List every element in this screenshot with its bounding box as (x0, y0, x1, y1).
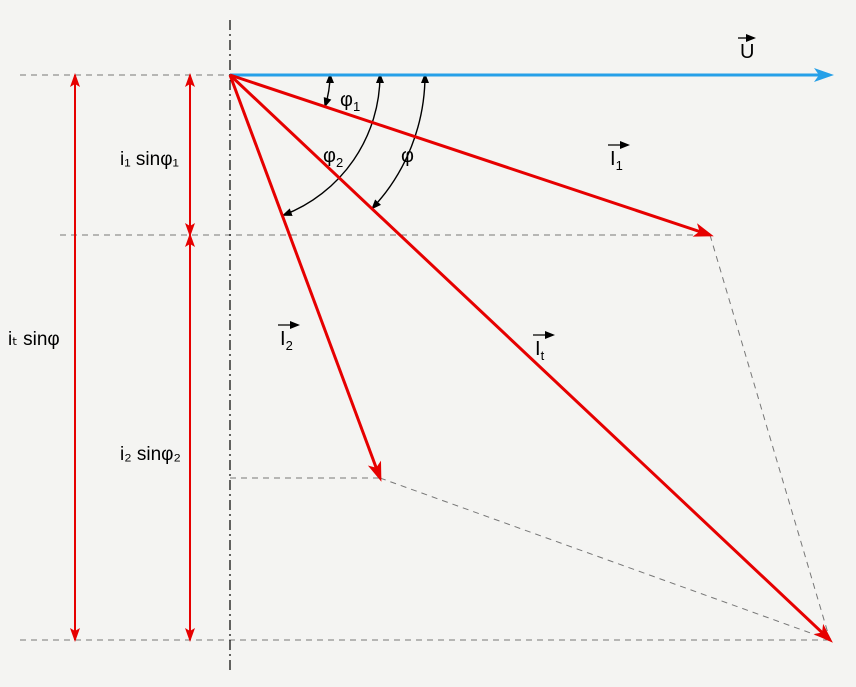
angle-arc-phi (373, 75, 425, 208)
phasor-diagram: U I1 I2 It φ1 φ2 φ i₁ sinφ₁ i₂ sinφ₂ iₜ sinφ (0, 0, 856, 687)
vector-I2 (230, 75, 380, 478)
svg-text:I1: I1 (610, 148, 623, 173)
para-2 (380, 478, 830, 640)
dim-label-d1: i₁ sinφ₁ (120, 149, 179, 170)
para-1 (710, 235, 830, 640)
label: It (533, 335, 553, 363)
svg-text:It: It (535, 338, 545, 363)
angle-label: φ (401, 145, 414, 167)
svg-text:I2: I2 (280, 328, 293, 353)
angle-label: φ1 (340, 89, 360, 114)
label: I1 (608, 145, 628, 173)
dim-label-dt: iₜ sinφ (8, 329, 60, 350)
vector-I1 (230, 75, 710, 235)
vector-It (230, 75, 830, 640)
angle-label: φ2 (323, 145, 343, 170)
label: I2 (278, 325, 298, 353)
angle-arc-phi1 (325, 75, 330, 106)
dim-label-d2: i₂ sinφ₂ (120, 444, 181, 465)
label: U (738, 38, 754, 63)
svg-text:U: U (740, 41, 754, 63)
